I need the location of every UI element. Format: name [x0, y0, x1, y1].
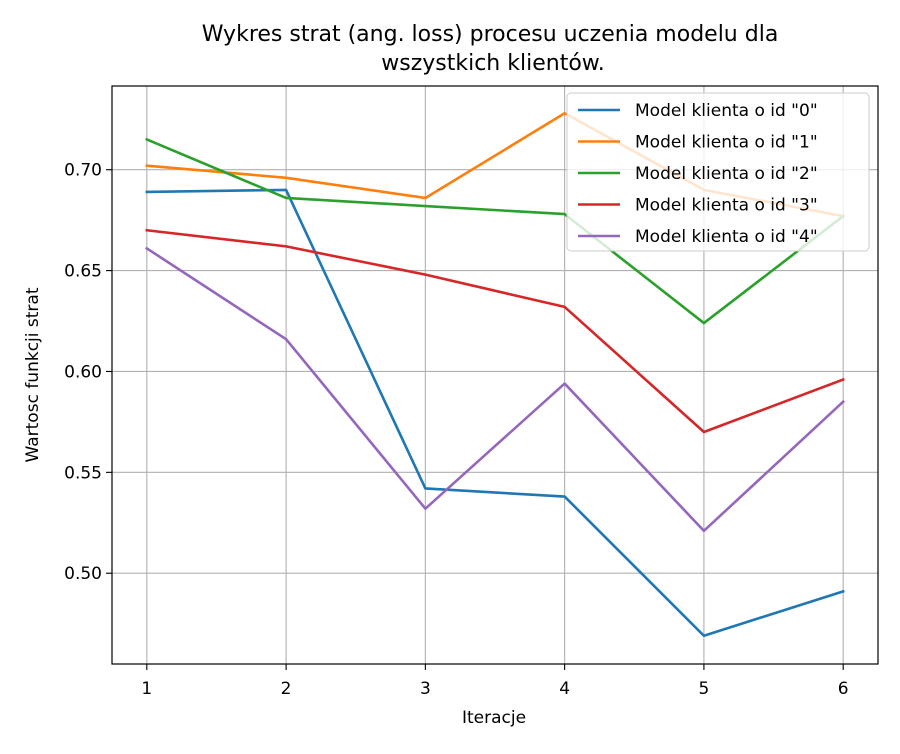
y-axis-label: Wartosc funkcji strat [23, 287, 43, 462]
x-axis-label: Iteracje [462, 708, 526, 728]
series-line-2 [145, 137, 846, 325]
x-axis-ticks: 1 2 3 4 5 6 [141, 664, 849, 699]
chart-title-line-2: wszystkich klientów. [381, 51, 605, 76]
plot-frame [111, 85, 879, 665]
legend-label-4: Model klienta o id "4" [635, 227, 818, 247]
y-axis-ticks: 0.50 0.55 0.60 0.65 0.70 [64, 161, 112, 584]
series-line-4 [145, 246, 846, 533]
y-tick-label: 0.55 [64, 463, 102, 483]
y-tick-label: 0.70 [64, 161, 102, 181]
series-lines [145, 111, 846, 638]
legend-label-2: Model klienta o id "2" [635, 164, 818, 184]
series-line-0 [145, 188, 845, 638]
legend-label-3: Model klienta o id "3" [635, 196, 818, 216]
chart-title-line-1: Wykres strat (ang. loss) procesu uczenia… [202, 22, 779, 47]
x-tick-label: 5 [698, 679, 709, 699]
series-line-3 [145, 228, 845, 434]
x-tick-label: 6 [838, 679, 849, 699]
legend-box [566, 92, 870, 252]
x-tick-label: 2 [281, 679, 292, 699]
legend-label-1: Model klienta o id "1" [635, 133, 818, 153]
y-tick-label: 0.50 [64, 564, 102, 584]
y-tick-label: 0.65 [64, 262, 102, 282]
x-tick-label: 3 [420, 679, 431, 699]
y-tick-label: 0.60 [64, 362, 102, 382]
x-tick-label: 1 [141, 679, 152, 699]
legend-label-0: Model klienta o id "0" [635, 101, 818, 121]
x-tick-label: 4 [559, 679, 570, 699]
legend: Model klienta o id "0" Model klienta o id… [566, 92, 870, 252]
